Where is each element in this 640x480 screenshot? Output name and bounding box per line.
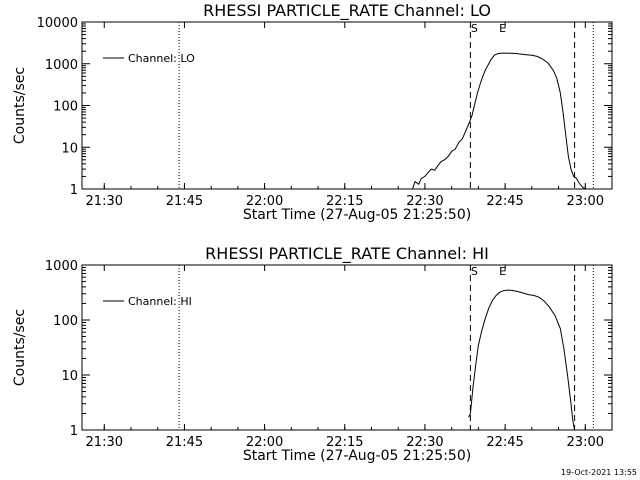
y-tick-label: 10	[61, 369, 78, 384]
x-tick-label: 21:30	[86, 194, 123, 209]
x-tick-label: 21:45	[166, 194, 203, 209]
x-axis-label: Start Time (27-Aug-05 21:25:50)	[243, 448, 471, 464]
time-marker-label: E	[499, 22, 506, 35]
legend-label: Channel: HI	[128, 295, 192, 308]
y-axis-label: Counts/sec	[12, 67, 28, 144]
time-marker-label: E	[499, 265, 506, 278]
series-line	[468, 289, 576, 431]
x-tick-label: 23:00	[567, 435, 604, 450]
x-tick-label: 23:00	[567, 194, 604, 209]
timestamp-label: 19-Oct-2021 13:55	[561, 468, 637, 477]
y-tick-label: 1	[70, 183, 78, 198]
x-tick-label: 22:30	[406, 435, 443, 450]
x-tick-label: 22:15	[326, 435, 363, 450]
time-marker-label: S	[471, 22, 478, 35]
x-tick-label: 21:45	[166, 435, 203, 450]
x-tick-label: 22:15	[326, 194, 363, 209]
x-axis-label: Start Time (27-Aug-05 21:25:50)	[243, 207, 471, 223]
y-tick-label: 10	[61, 141, 78, 156]
chart-panel-1: RHESSI PARTICLE_RATE Channel: LO 21:30 21:…	[12, 1, 613, 223]
y-tick-label: 100	[53, 100, 78, 115]
legend-label: Channel: LO	[128, 52, 195, 65]
x-tick-label: 22:00	[246, 194, 283, 209]
chart-title: RHESSI PARTICLE_RATE Channel: HI	[205, 244, 489, 264]
y-tick-label: 10000	[37, 16, 78, 31]
y-tick-label: 1000	[45, 259, 78, 274]
x-tick-label: 22:00	[246, 435, 283, 450]
chart-panel-2: RHESSI PARTICLE_RATE Channel: HI 21:30 21:…	[12, 244, 613, 464]
series-line	[409, 52, 586, 190]
x-tick-label: 22:45	[486, 435, 523, 450]
plot-frame	[81, 264, 613, 431]
chart-title: RHESSI PARTICLE_RATE Channel: LO	[203, 1, 491, 21]
y-tick-label: 100	[53, 314, 78, 329]
y-axis-label: Counts/sec	[12, 309, 28, 386]
y-tick-label: 1	[70, 424, 78, 439]
x-tick-label: 22:45	[486, 194, 523, 209]
time-marker-label: S	[471, 265, 478, 278]
y-tick-label: 1000	[45, 58, 78, 73]
x-tick-label: 22:30	[406, 194, 443, 209]
plot-frame	[81, 21, 613, 190]
x-tick-label: 21:30	[86, 435, 123, 450]
